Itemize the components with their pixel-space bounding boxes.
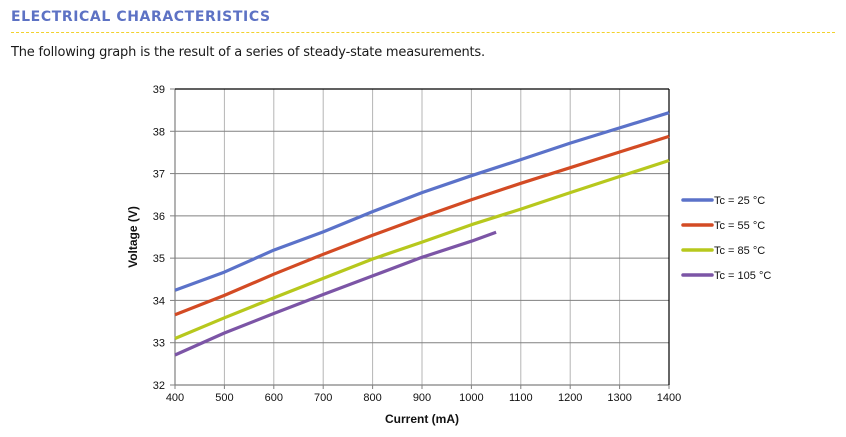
series-lines: [174, 111, 670, 357]
section-title: ELECTRICAL CHARACTERISTICS: [11, 9, 271, 25]
y-tick-label: 37: [153, 169, 165, 181]
x-tick-label: 800: [363, 392, 381, 404]
legend: Tc = 25 °C Tc = 55 °C Tc = 85 °C Tc = 105 °…: [681, 195, 771, 282]
legend-item: Tc = 25 °C: [681, 195, 765, 207]
y-tick-label: 34: [153, 295, 165, 307]
x-tick-label: 700: [314, 392, 332, 404]
y-tick-label: 32: [153, 380, 165, 392]
intro-text: The following graph is the result of a s…: [11, 45, 485, 60]
y-tick-label: 35: [153, 253, 165, 265]
legend-item: Tc = 85 °C: [681, 245, 765, 257]
x-tick-label: 1200: [558, 392, 582, 404]
legend-label: Tc = 105 °C: [714, 270, 771, 282]
legend-label: Tc = 85 °C: [714, 245, 765, 257]
y-tick-label: 39: [153, 84, 165, 96]
x-tick-label: 1300: [607, 392, 631, 404]
legend-item: Tc = 55 °C: [681, 220, 765, 232]
x-axis-title: Current (mA): [385, 412, 459, 426]
series-line-4: [174, 230, 497, 357]
y-tick-label: 38: [153, 126, 165, 138]
x-tick-label: 500: [215, 392, 233, 404]
x-tick-label: 600: [265, 392, 283, 404]
x-tick-label: 900: [413, 392, 431, 404]
legend-label: Tc = 55 °C: [714, 220, 765, 232]
x-tick-label: 1100: [509, 392, 533, 404]
x-tick-labels: 400 500 600 700 800 900 1000 1100 1200 1300 1400: [166, 392, 681, 404]
y-axis-title: Voltage (V): [126, 206, 140, 268]
y-tick-label: 36: [153, 211, 165, 223]
x-tick-label: 1000: [459, 392, 483, 404]
y-tick-label: 33: [153, 338, 165, 350]
series-line-1: [174, 111, 670, 292]
x-tick-label: 400: [166, 392, 184, 404]
series-line-3: [174, 158, 670, 340]
series-line-2: [174, 134, 670, 317]
legend-item: Tc = 105 °C: [681, 270, 771, 282]
y-tick-labels: 32 33 34 35 36 37 38 39: [153, 84, 165, 392]
legend-label: Tc = 25 °C: [714, 195, 765, 207]
section-divider: [11, 32, 835, 33]
x-tick-label: 1400: [657, 392, 681, 404]
axes: [170, 88, 670, 389]
grid-lines: [175, 89, 669, 385]
